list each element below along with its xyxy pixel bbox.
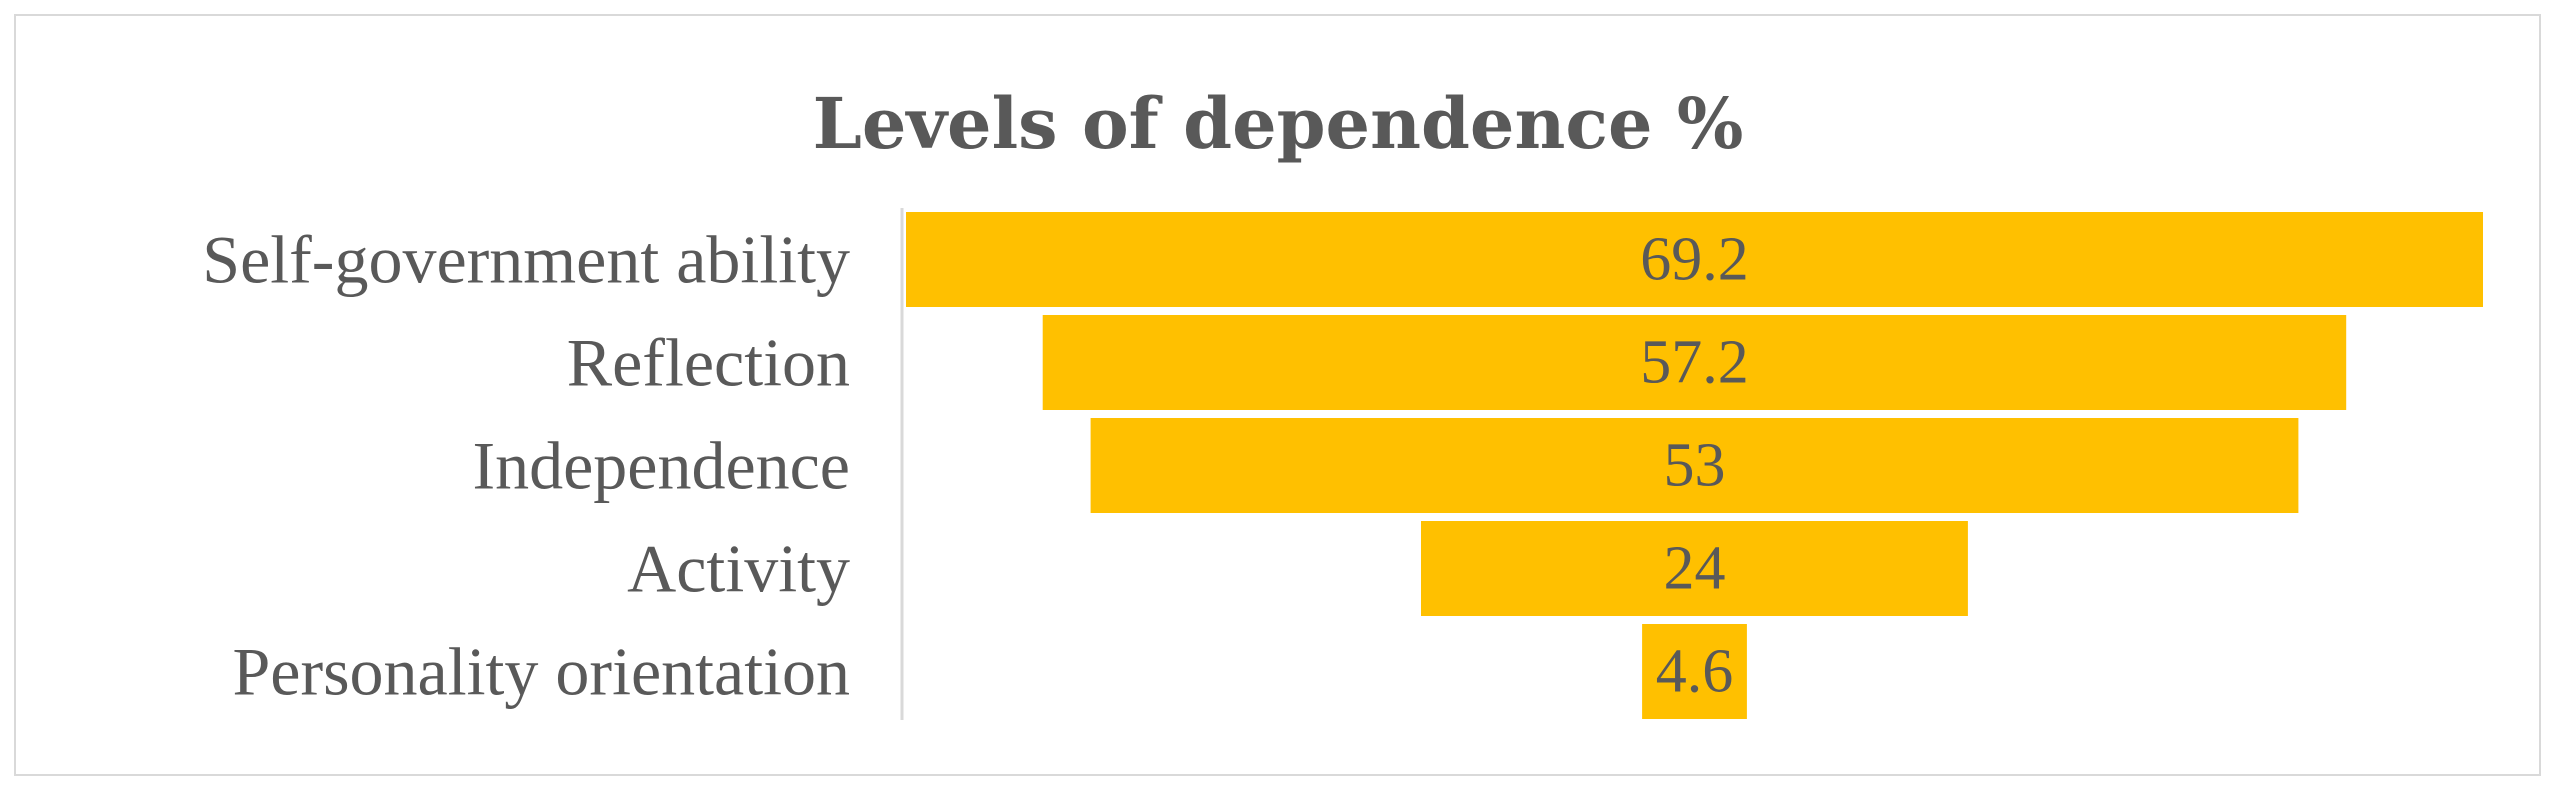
- funnel-bar: [1090, 418, 2299, 513]
- category-label: Independence: [472, 428, 850, 504]
- data-label: 57.2: [1640, 329, 1749, 397]
- category-label: Reflection: [567, 325, 850, 401]
- data-label: 69.2: [1640, 226, 1749, 294]
- category-label: Personality orientation: [232, 634, 850, 710]
- category-label: Activity: [627, 531, 850, 607]
- bars-layer: [906, 212, 2483, 719]
- category-labels: Self-government ability Reflection Indepen…: [202, 222, 850, 710]
- chart-title: Levels of dependence %: [813, 82, 1744, 165]
- data-label: 24: [1664, 535, 1726, 603]
- data-label: 4.6: [1656, 638, 1734, 706]
- funnel-bar: [1042, 315, 2347, 410]
- funnel-bar: [1642, 624, 1747, 719]
- data-label: 53: [1664, 432, 1726, 500]
- funnel-bar: [1421, 521, 1968, 616]
- funnel-bar: [906, 212, 2483, 307]
- category-label: Self-government ability: [202, 222, 850, 298]
- data-labels: 69.2 57.2 53 24 4.6: [1640, 226, 1749, 706]
